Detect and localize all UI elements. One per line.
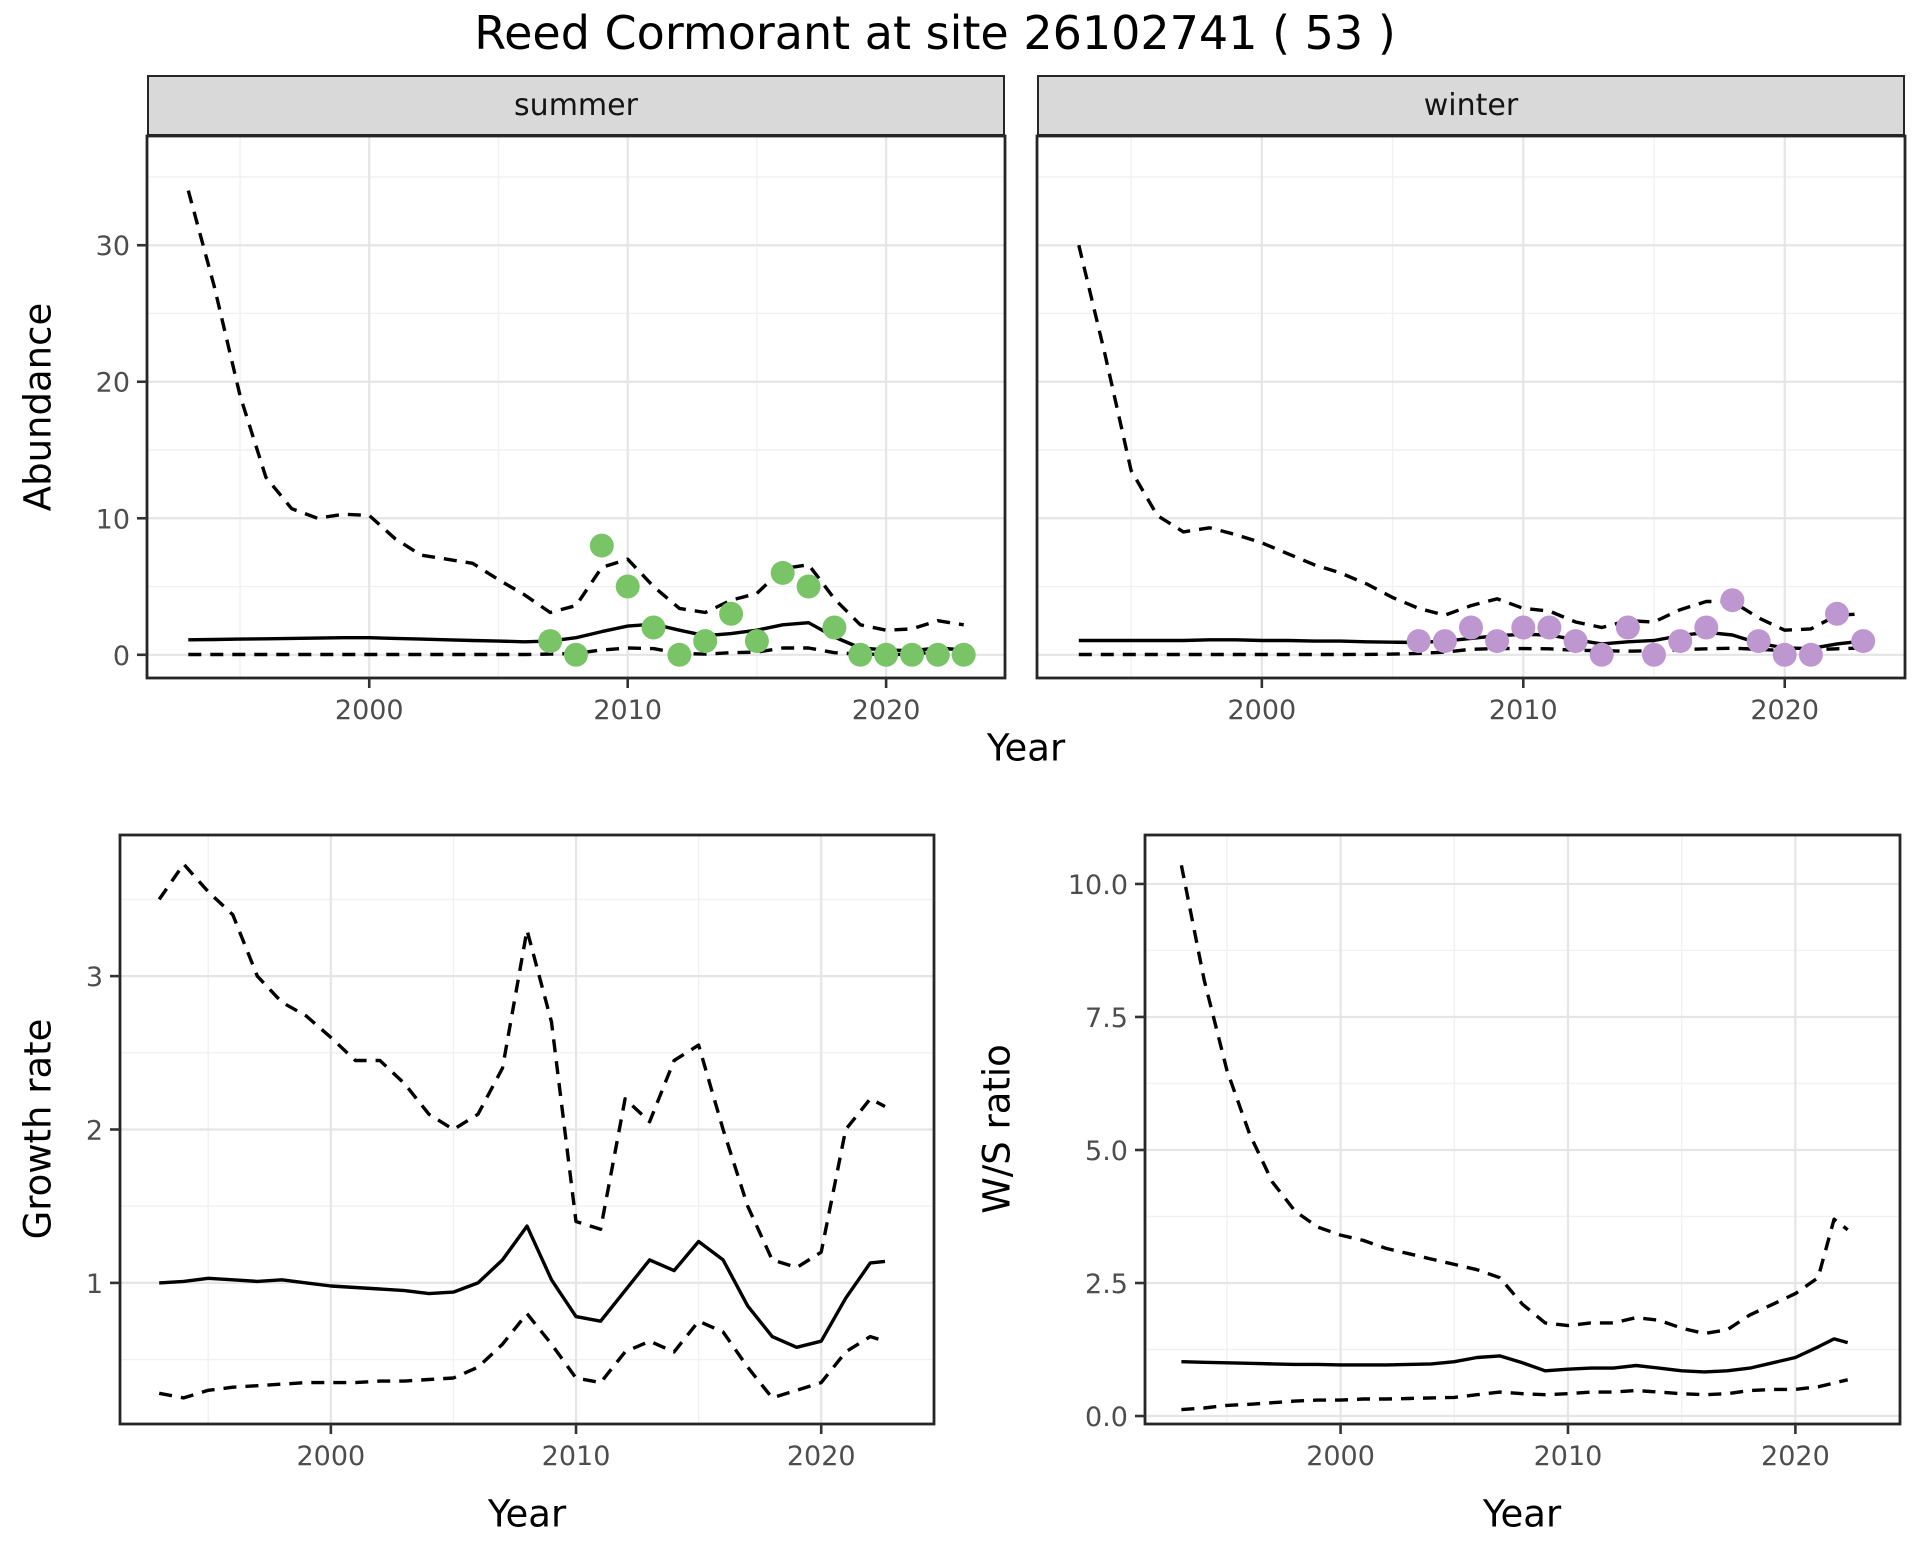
panel-border: [1035, 134, 1907, 680]
data-point-observed-counts: [693, 629, 718, 654]
figure-title: Reed Cormorant at site 26102741 ( 53 ): [474, 6, 1396, 60]
x-tick-label: 2010: [542, 1441, 611, 1472]
y-tick-label: 3: [86, 962, 103, 993]
x-axis-title-growth: Year: [487, 1492, 567, 1536]
facet-strip-label: winter: [1423, 88, 1519, 123]
y-axis-title-abundance: Abundance: [16, 302, 60, 512]
x-axis-title-top: Year: [986, 726, 1066, 770]
data-point-observed-counts: [900, 642, 924, 667]
y-tick-label: 2.5: [1085, 1269, 1128, 1300]
data-point-observed-counts: [1615, 615, 1640, 640]
facet-strip-summer: summer: [147, 75, 1005, 136]
data-point-observed-counts: [641, 615, 666, 640]
x-tick-label: 2010: [593, 695, 662, 726]
data-point-observed-counts: [564, 642, 588, 667]
x-tick-label: 2000: [335, 695, 404, 726]
data-point-observed-counts: [1511, 615, 1536, 640]
x-tick-label: 2000: [1306, 1441, 1375, 1472]
data-point-observed-counts: [719, 601, 744, 626]
data-point-observed-counts: [1485, 629, 1510, 654]
x-tick-label: 2000: [296, 1441, 365, 1472]
panel-ws-ratio: 2000 2010 2020 0.0 2.5 5.0 7.5 10.0: [1068, 833, 1902, 1472]
series-upper-95ci: [1179, 864, 1849, 1336]
x-tick-label: 2020: [787, 1441, 856, 1472]
data-point-observed-counts: [874, 642, 899, 667]
series-fitted: [159, 1224, 886, 1349]
y-tick-label: 0: [113, 641, 130, 672]
panel-background: [1037, 136, 1905, 678]
y-tick-label: 5.0: [1085, 1136, 1128, 1167]
x-tick-label: 2000: [1227, 695, 1296, 726]
y-tick-label: 10: [96, 504, 130, 535]
series-lower-95ci: [1181, 1378, 1849, 1412]
data-point-observed-counts: [1772, 642, 1797, 667]
panel-border: [145, 134, 1007, 680]
y-tick-label: 2: [86, 1116, 103, 1147]
y-tick-label: 7.5: [1085, 1003, 1128, 1034]
x-tick-label: 2020: [1761, 1441, 1830, 1472]
data-point-observed-counts: [589, 533, 614, 558]
data-point-observed-counts: [1720, 588, 1745, 613]
data-point-observed-counts: [951, 642, 976, 667]
panel-background: [147, 136, 1005, 678]
data-point-observed-counts: [822, 615, 847, 640]
data-point-observed-counts: [1825, 601, 1849, 626]
x-tick-label: 2010: [1489, 695, 1558, 726]
y-tick-label: 1: [86, 1269, 103, 1300]
data-point-observed-counts: [770, 560, 795, 585]
data-point-observed-counts: [848, 642, 873, 667]
panel-background: [1145, 835, 1900, 1424]
data-point-observed-counts: [538, 629, 563, 654]
data-point-observed-counts: [744, 629, 769, 654]
data-point-observed-counts: [1851, 629, 1876, 654]
data-point-observed-counts: [1694, 615, 1719, 640]
data-point-observed-counts: [1798, 642, 1823, 667]
series-lower-95ci: [188, 646, 964, 657]
data-point-observed-counts: [1563, 629, 1588, 654]
data-point-observed-counts: [667, 642, 692, 667]
panel-abundance-winter: 2000 2010 2020: [1035, 134, 1907, 726]
x-tick-label: 2010: [1534, 1441, 1603, 1472]
data-point-observed-counts: [796, 574, 821, 599]
data-point-observed-counts: [1668, 629, 1693, 654]
facet-strip-winter: winter: [1037, 75, 1905, 136]
x-tick-label: 2020: [1750, 695, 1819, 726]
y-axis-title-ws-ratio: W/S ratio: [975, 1044, 1019, 1214]
data-point-observed-counts: [615, 574, 640, 599]
data-point-observed-counts: [925, 642, 950, 667]
data-point-observed-counts: [1642, 642, 1666, 667]
facet-strip-label: summer: [514, 88, 638, 123]
data-point-observed-counts: [1746, 629, 1771, 654]
data-point-observed-counts: [1459, 615, 1483, 640]
y-tick-label: 0.0: [1085, 1402, 1128, 1433]
panel-border: [1143, 833, 1902, 1426]
x-tick-label: 2020: [852, 695, 921, 726]
data-point-observed-counts: [1537, 615, 1562, 640]
data-point-observed-counts: [1589, 642, 1614, 667]
data-point-observed-counts: [1406, 629, 1431, 654]
panel-growth-rate: 2000 2010 2020 1 2 3: [86, 833, 936, 1472]
y-axis-title-growth-rate: Growth rate: [16, 1018, 60, 1240]
y-tick-label: 20: [96, 368, 130, 399]
panel-abundance-summer: 2000 2010 2020 0 10 20 30: [96, 134, 1007, 726]
y-tick-label: 10.0: [1068, 870, 1128, 901]
x-axis-title-ws: Year: [1482, 1492, 1562, 1536]
y-tick-label: 30: [96, 231, 130, 262]
series-fitted: [1181, 1337, 1849, 1374]
data-point-observed-counts: [1432, 629, 1457, 654]
